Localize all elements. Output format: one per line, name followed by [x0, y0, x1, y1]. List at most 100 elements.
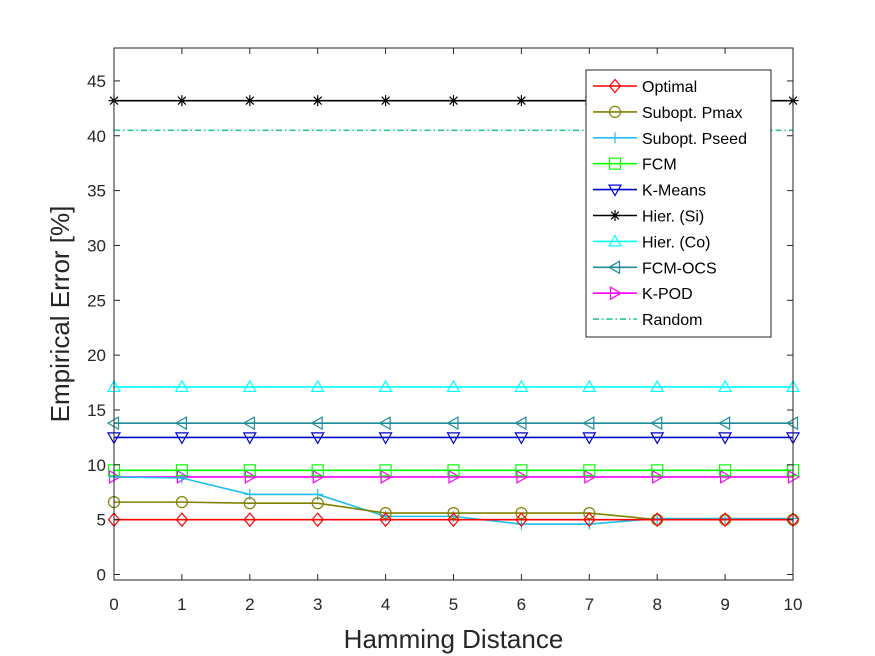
legend-label: K-POD: [642, 286, 693, 303]
legend-label: Subopt. Pseed: [642, 131, 747, 148]
data-point: [514, 432, 529, 445]
series-hier-co: [106, 379, 801, 393]
data-point: [583, 464, 596, 477]
data-point: [174, 379, 189, 393]
data-point: [515, 95, 527, 107]
data-point: [787, 469, 801, 484]
y-tick-label: 5: [97, 511, 106, 530]
data-point: [718, 432, 733, 445]
y-tick-label: 25: [87, 291, 106, 310]
series-k-means: [106, 432, 801, 445]
data-point: [448, 469, 461, 484]
y-tick-label: 45: [87, 72, 106, 91]
data-point: [515, 464, 528, 477]
data-point: [243, 464, 256, 477]
data-point: [311, 464, 324, 477]
y-tick-label: 40: [87, 127, 106, 146]
data-point: [176, 95, 188, 107]
data-point: [785, 416, 799, 431]
data-point: [176, 469, 190, 484]
data-point: [244, 95, 256, 107]
y-tick-label: 10: [87, 456, 106, 475]
data-point: [719, 464, 732, 477]
data-point: [720, 469, 733, 484]
data-point: [243, 497, 256, 510]
legend-entry-subopt-pseed: Subopt. Pseed: [593, 131, 747, 148]
data-point: [378, 379, 393, 393]
data-point: [582, 379, 597, 393]
data-point: [514, 416, 527, 431]
data-point: [379, 506, 392, 520]
data-point: [379, 464, 392, 477]
x-tick-label: 7: [585, 595, 594, 614]
x-tick-label: 2: [245, 595, 254, 614]
data-point: [174, 432, 189, 445]
data-point: [718, 512, 732, 528]
data-point: [652, 469, 665, 484]
y-tick-label: 15: [87, 401, 106, 420]
legend-entry-fcm-ocs: FCM-OCS: [593, 260, 717, 277]
data-point: [446, 379, 461, 393]
data-point: [650, 512, 664, 528]
data-point: [175, 496, 188, 509]
y-tick-label: 0: [97, 566, 106, 585]
data-point: [446, 416, 459, 431]
legend-marker: [608, 105, 622, 119]
legend-label: Hier. (Si): [642, 209, 704, 226]
x-tick-label: 6: [517, 595, 526, 614]
data-point: [583, 506, 596, 520]
legend-label: K-Means: [642, 183, 706, 200]
data-point: [310, 432, 325, 445]
legend-marker: [608, 157, 622, 170]
data-point: [582, 416, 595, 431]
x-tick-label: 1: [177, 595, 186, 614]
data-point: [379, 512, 392, 528]
legend-entry-k-pod: K-POD: [593, 286, 693, 303]
data-point: [311, 512, 324, 528]
data-point: [244, 469, 258, 484]
x-tick-label: 4: [381, 595, 390, 614]
data-point: [378, 432, 393, 445]
legend-entry-k-means: K-Means: [593, 183, 706, 200]
legend-marker: [609, 210, 621, 221]
legend-label: FCM-OCS: [642, 260, 717, 277]
data-point: [446, 432, 461, 445]
data-point: [515, 506, 528, 520]
data-point: [175, 464, 188, 477]
data-point: [242, 416, 255, 431]
data-point: [650, 379, 665, 393]
data-point: [515, 512, 528, 528]
series-k-pod: [108, 469, 801, 484]
legend-label: Optimal: [642, 79, 697, 96]
legend-marker: [607, 260, 621, 275]
data-point: [174, 416, 187, 431]
data-point: [380, 469, 393, 484]
data-point: [719, 513, 731, 525]
legend-marker: [607, 184, 623, 197]
data-point: [176, 472, 188, 484]
data-point: [584, 469, 597, 484]
y-tick-label: 30: [87, 236, 106, 255]
legend-entry-hier-si: Hier. (Si): [593, 209, 704, 226]
data-point: [718, 379, 733, 393]
x-tick-label: 0: [109, 595, 118, 614]
data-point: [514, 379, 529, 393]
data-point: [312, 469, 325, 484]
data-point: [582, 432, 597, 445]
legend-label: Hier. (Co): [642, 234, 710, 251]
data-point: [651, 464, 664, 477]
data-point: [242, 432, 257, 445]
legend-label: FCM: [642, 157, 677, 174]
data-point: [447, 506, 460, 520]
series-fcm-ocs: [106, 416, 799, 431]
x-tick-label: 8: [652, 595, 661, 614]
legend-entry-optimal: Optimal: [593, 78, 697, 96]
data-point: [447, 512, 460, 528]
x-tick-label: 9: [720, 595, 729, 614]
y-axis-label: Empirical Error [%]: [45, 206, 75, 423]
legend-label: Random: [642, 312, 702, 329]
data-point: [516, 469, 529, 484]
legend-entry-random: Random: [593, 312, 702, 329]
